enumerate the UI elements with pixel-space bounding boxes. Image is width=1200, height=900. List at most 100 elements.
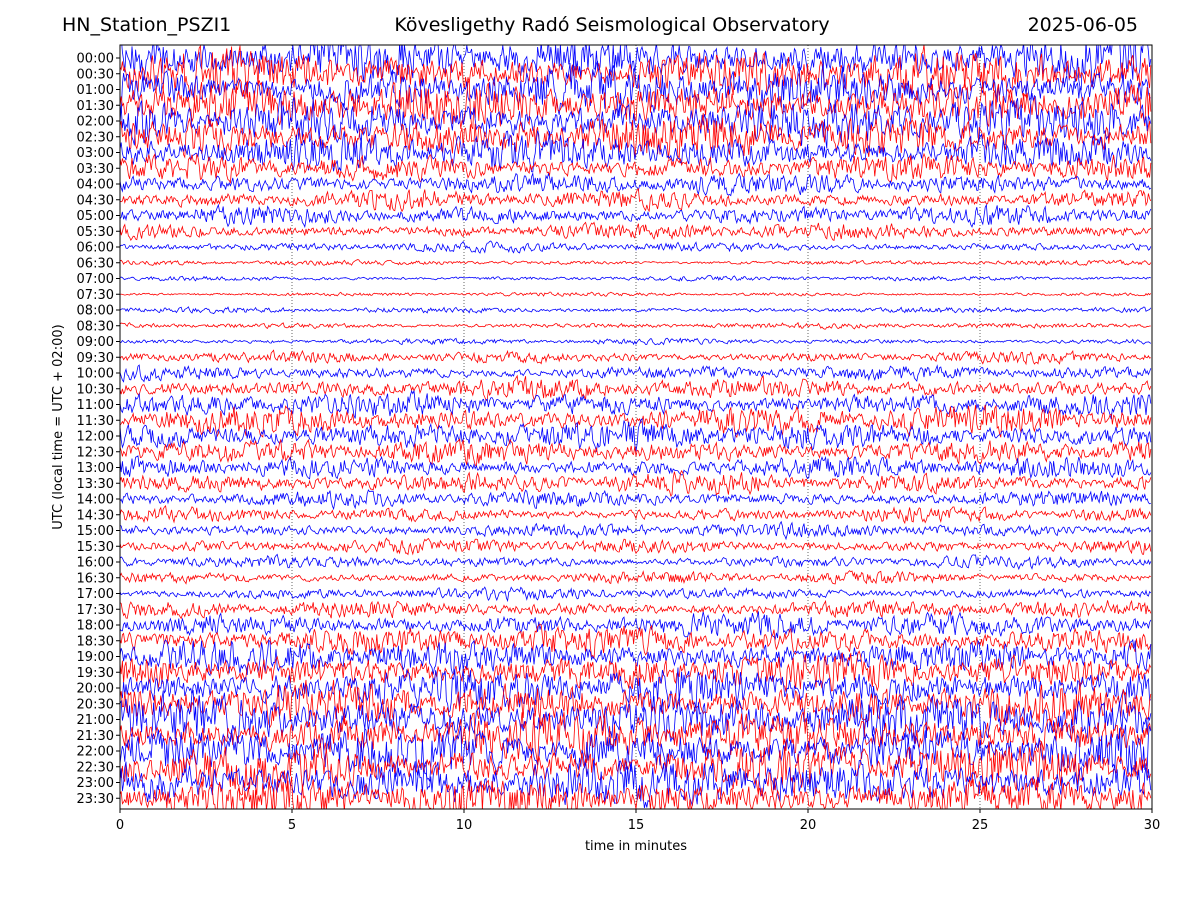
- trace-1500: [120, 520, 1152, 541]
- trace-1200: [120, 418, 1152, 452]
- y-tick-label: 13:00: [77, 461, 114, 476]
- y-tick-label: 00:30: [77, 67, 114, 82]
- trace-1430: [120, 505, 1152, 525]
- y-tick-label: 22:00: [77, 745, 114, 760]
- trace-2100: [120, 689, 1152, 745]
- y-tick-label: 15:00: [77, 524, 114, 539]
- y-tick-label: 09:30: [77, 351, 114, 366]
- trace-1530: [120, 537, 1152, 556]
- y-tick-label: 09:00: [77, 335, 114, 350]
- trace-0900: [120, 337, 1152, 346]
- trace-1300: [120, 455, 1152, 480]
- y-tick-label: 14:00: [77, 493, 114, 508]
- trace-1230: [120, 438, 1152, 468]
- trace-0400: [120, 172, 1152, 197]
- trace-0600: [120, 240, 1152, 254]
- trace-2030: [120, 679, 1152, 729]
- y-tick-label: 01:00: [77, 83, 114, 98]
- y-tick-label: 06:00: [77, 241, 114, 256]
- trace-1000: [120, 364, 1152, 383]
- trace-1030: [120, 374, 1152, 401]
- x-axis-ticks: 0 5 10 15 20 25 30: [116, 809, 1160, 833]
- trace-1930: [120, 650, 1152, 692]
- y-tick-label: 08:30: [77, 319, 114, 334]
- y-tick-label: 13:30: [77, 477, 114, 492]
- trace-0430: [120, 187, 1152, 213]
- y-tick-label: 18:30: [77, 634, 114, 649]
- trace-2000: [120, 667, 1152, 714]
- trace-0530: [120, 221, 1152, 242]
- x-tick-label: 15: [628, 818, 645, 833]
- trace-0130: [120, 78, 1152, 130]
- y-axis-ticks: 00:0000:3001:0001:3002:0002:3003:0003:30…: [77, 52, 120, 807]
- y-tick-label: 20:30: [77, 697, 114, 712]
- y-tick-label: 14:30: [77, 508, 114, 523]
- x-tick-label: 10: [456, 818, 473, 833]
- trace-0500: [120, 203, 1152, 229]
- trace-0630: [120, 259, 1152, 267]
- y-tick-label: 16:00: [77, 556, 114, 571]
- y-tick-label: 12:30: [77, 445, 114, 460]
- trace-0000: [121, 45, 1152, 91]
- y-tick-label: 15:30: [77, 540, 114, 555]
- trace-0100: [120, 60, 1151, 117]
- trace-0930: [120, 349, 1151, 366]
- trace-1730: [120, 599, 1152, 620]
- chart-date: 2025-06-05: [1027, 14, 1138, 36]
- trace-0300: [120, 130, 1152, 173]
- x-tick-label: 5: [288, 818, 296, 833]
- trace-1800: [120, 610, 1152, 641]
- y-tick-label: 19:30: [77, 666, 114, 681]
- trace-1600: [120, 553, 1152, 571]
- y-tick-label: 17:30: [77, 603, 114, 618]
- y-axis-label: UTC (local time = UTC + 02:00): [51, 324, 66, 529]
- y-tick-label: 03:00: [77, 146, 114, 161]
- y-tick-label: 22:30: [77, 760, 114, 775]
- trace-2200: [120, 724, 1152, 782]
- x-tick-label: 25: [972, 818, 989, 833]
- trace-0230: [120, 111, 1152, 160]
- y-tick-label: 10:00: [77, 367, 114, 382]
- y-tick-label: 07:30: [77, 288, 114, 303]
- x-tick-label: 20: [800, 818, 817, 833]
- y-tick-label: 02:00: [77, 115, 114, 130]
- y-tick-label: 04:00: [77, 178, 114, 193]
- trace-1630: [120, 570, 1152, 585]
- trace-0330: [120, 152, 1152, 185]
- y-tick-label: 05:30: [77, 225, 114, 240]
- trace-1900: [120, 638, 1152, 677]
- y-tick-label: 20:00: [77, 682, 114, 697]
- y-tick-label: 23:00: [77, 776, 114, 791]
- y-tick-label: 08:00: [77, 304, 114, 319]
- chart-title: Kövesligethy Radó Seismological Observat…: [394, 14, 830, 36]
- y-tick-label: 16:30: [77, 571, 114, 586]
- y-tick-label: 19:00: [77, 650, 114, 665]
- x-tick-label: 30: [1144, 818, 1161, 833]
- x-axis-label: time in minutes: [585, 839, 687, 854]
- trace-0700: [120, 274, 1152, 282]
- station-name: HN_Station_PSZI1: [62, 14, 232, 36]
- y-tick-label: 05:00: [77, 209, 114, 224]
- y-tick-label: 01:30: [77, 99, 114, 114]
- y-tick-label: 04:30: [77, 193, 114, 208]
- trace-1400: [120, 489, 1151, 511]
- y-tick-label: 07:00: [77, 272, 114, 287]
- trace-1130: [120, 404, 1152, 439]
- y-tick-label: 21:30: [77, 729, 114, 744]
- y-tick-label: 11:30: [77, 414, 114, 429]
- y-tick-label: 12:00: [77, 430, 114, 445]
- y-tick-label: 17:00: [77, 587, 114, 602]
- trace-0800: [120, 306, 1152, 315]
- trace-2330: [120, 776, 1152, 809]
- y-tick-label: 02:30: [77, 130, 114, 145]
- y-tick-label: 18:00: [77, 619, 114, 634]
- trace-0830: [120, 321, 1151, 330]
- x-tick-label: 0: [116, 818, 124, 833]
- y-tick-label: 11:00: [77, 398, 114, 413]
- y-tick-label: 21:00: [77, 713, 114, 728]
- y-tick-label: 10:30: [77, 382, 114, 397]
- trace-2230: [120, 741, 1152, 796]
- y-tick-label: 23:30: [77, 792, 114, 807]
- trace-0730: [120, 291, 1152, 297]
